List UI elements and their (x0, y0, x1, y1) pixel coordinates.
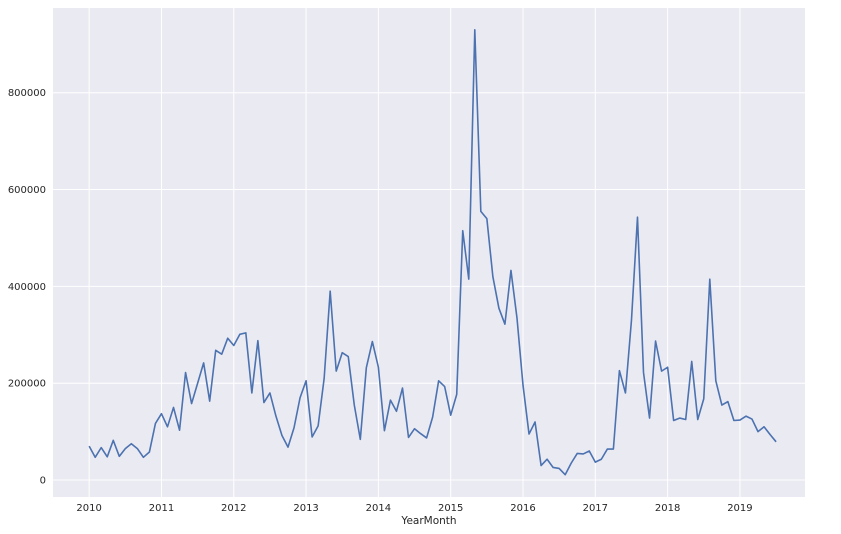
y-tick-label: 600000 (8, 185, 46, 196)
y-tick-label: 200000 (8, 379, 46, 390)
plot-area (53, 8, 805, 497)
x-tick-label: 2010 (76, 503, 101, 514)
series-line (88, 28, 777, 476)
y-gridlines (53, 92, 805, 481)
x-tick-label: 2018 (655, 503, 680, 514)
x-tick-label: 2012 (221, 503, 246, 514)
x-tick-labels: 2010 2011 2012 2013 2014 2015 2016 2017 2018 2019 (76, 503, 752, 514)
x-tick-label: 2014 (366, 503, 391, 514)
y-tick-label: 400000 (8, 282, 46, 293)
x-tick-label: 2019 (727, 503, 752, 514)
x-tick-label: 2013 (293, 503, 318, 514)
x-tick-label: 2017 (583, 503, 608, 514)
x-tick-label: 2015 (438, 503, 463, 514)
y-tick-labels: 0 200000 400000 600000 800000 (8, 88, 46, 486)
x-tick-label: 2016 (510, 503, 535, 514)
x-tick-label: 2011 (149, 503, 174, 514)
x-axis-label: YearMonth (400, 515, 456, 527)
y-tick-label: 0 (40, 476, 46, 487)
y-tick-label: 800000 (8, 88, 46, 99)
series-group (88, 28, 777, 476)
